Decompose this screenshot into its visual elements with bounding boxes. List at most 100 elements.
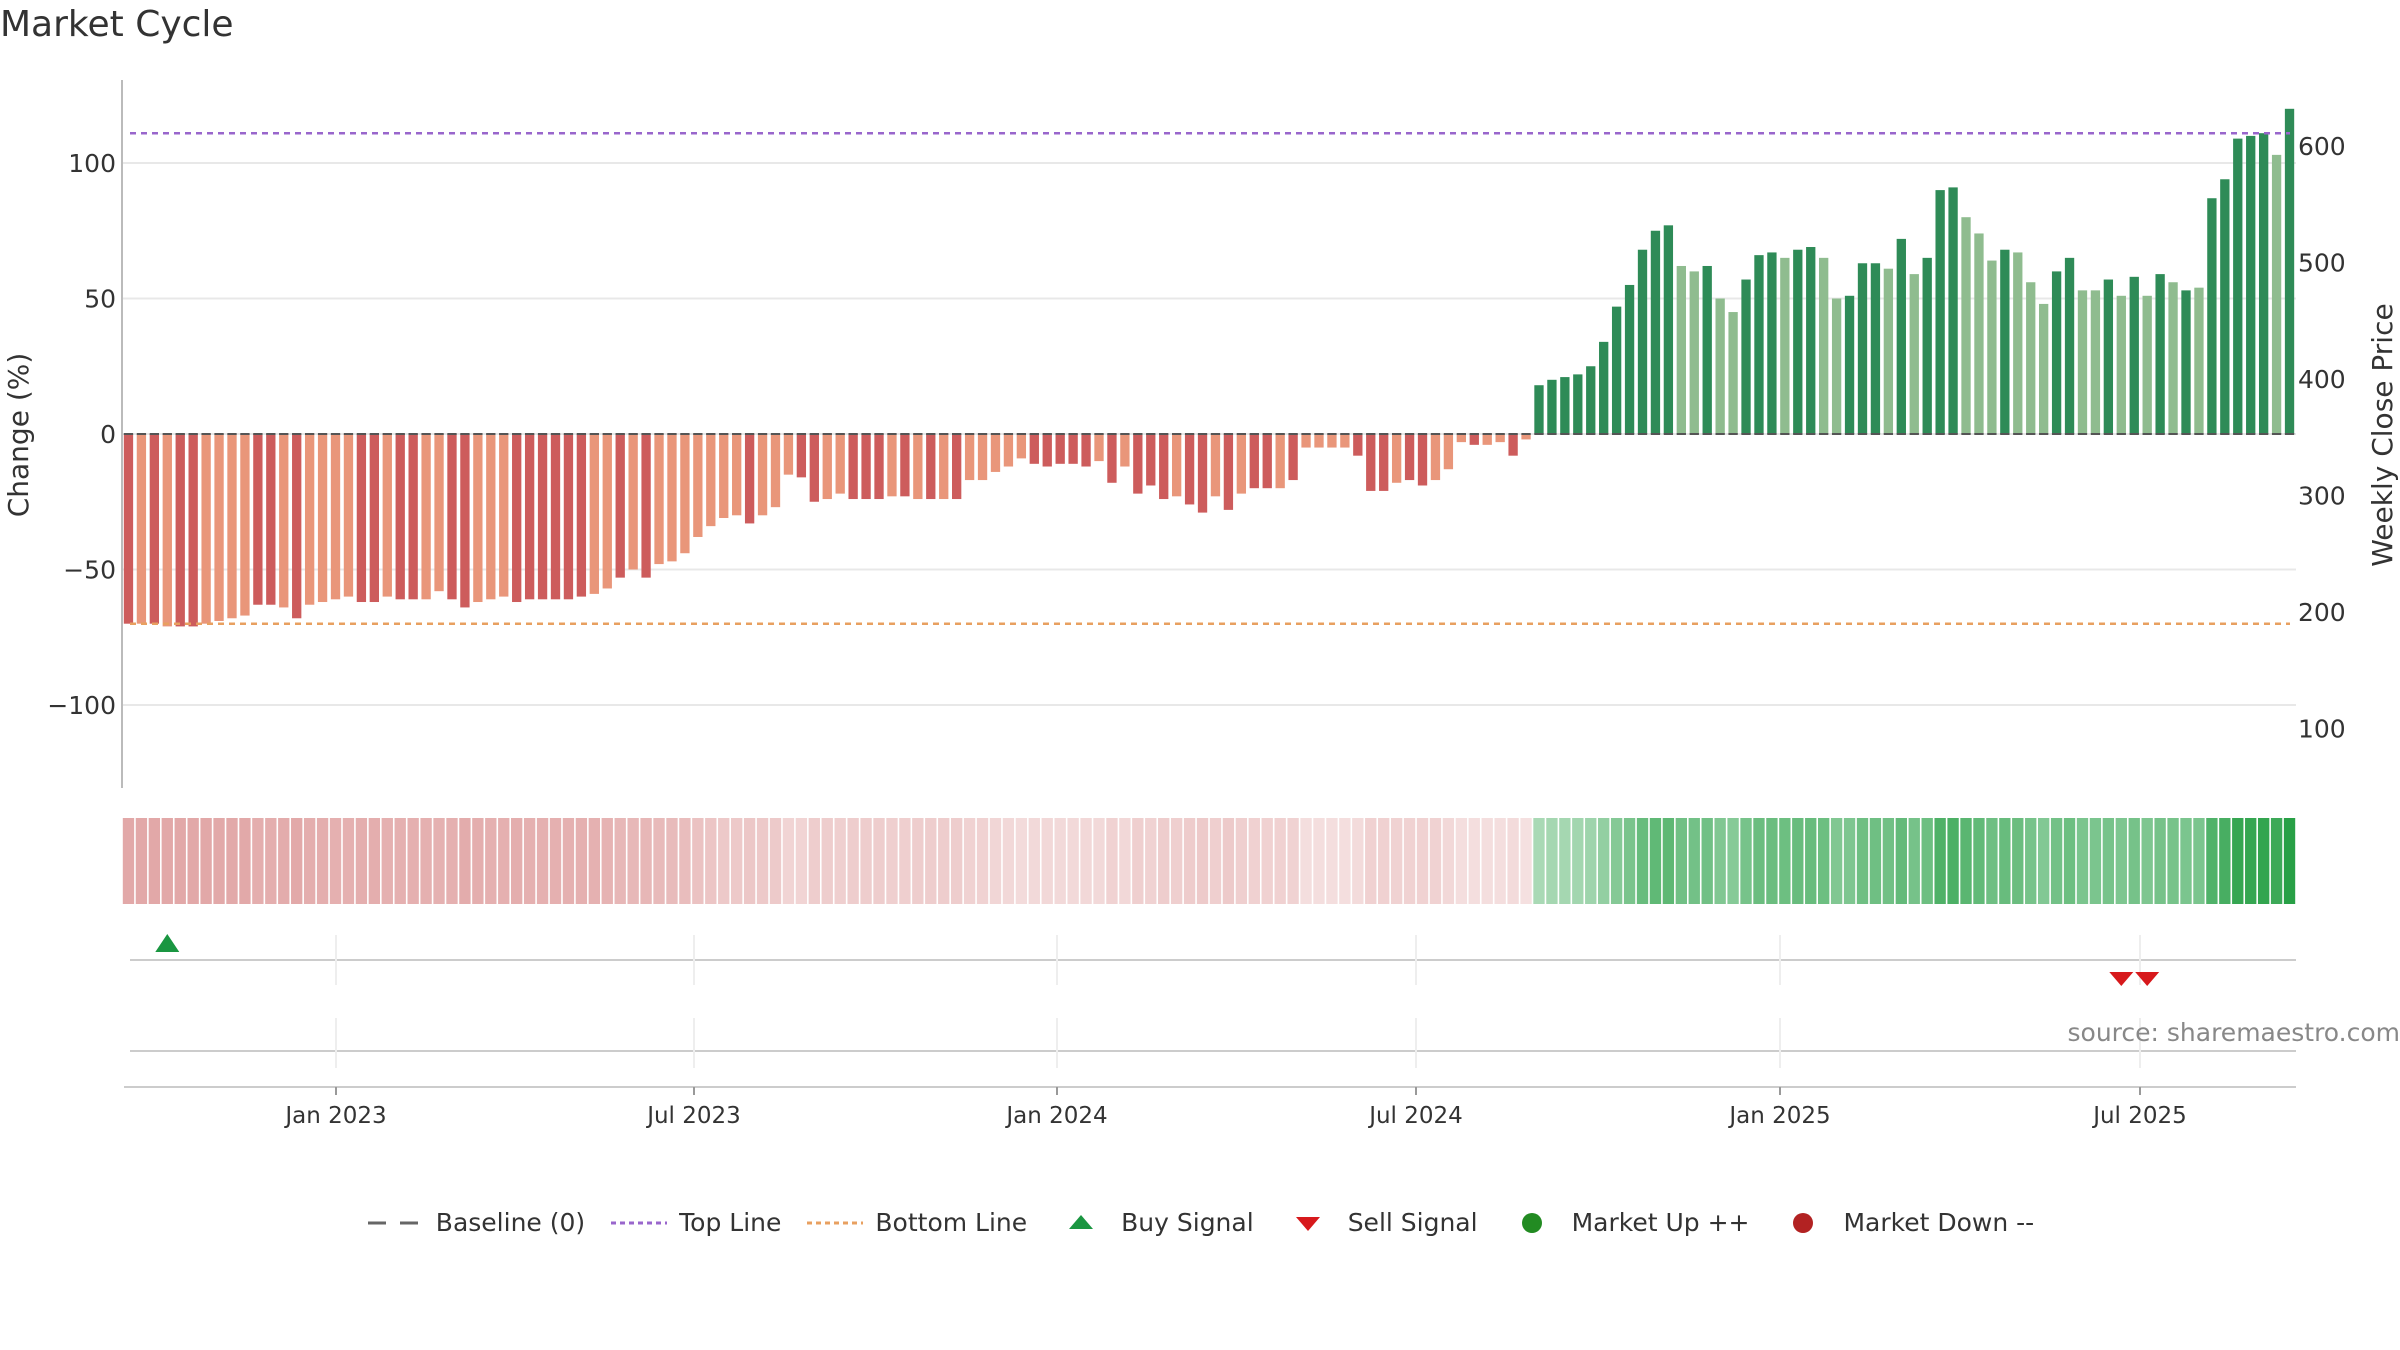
heat-cell — [601, 818, 613, 904]
heat-cell — [1610, 818, 1623, 904]
heat-cell — [1287, 818, 1299, 904]
legend-label: Market Down -- — [1843, 1208, 2035, 1237]
heat-cell — [1378, 818, 1390, 904]
heat-cell — [808, 818, 820, 904]
heat-strip — [122, 818, 2296, 904]
bar — [1663, 225, 1674, 434]
bar — [939, 434, 949, 500]
heat-cell — [1856, 818, 1869, 904]
bar — [2233, 138, 2243, 435]
heat-cell — [1209, 818, 1222, 904]
heat-cell — [769, 818, 782, 904]
heat-cell — [1727, 818, 1739, 904]
bar — [1042, 434, 1052, 467]
bar — [744, 434, 755, 524]
bar — [188, 434, 198, 627]
bar — [628, 434, 638, 570]
bar — [757, 434, 768, 516]
bar — [330, 434, 341, 600]
bar — [1974, 233, 1984, 434]
heat-cell — [2167, 818, 2179, 904]
heat-cell — [1067, 818, 1079, 904]
heat-cell — [1675, 818, 1687, 904]
heat-cell — [485, 818, 497, 904]
bar — [1482, 434, 1492, 445]
heat-cell — [1882, 818, 1895, 904]
heat-cell — [795, 818, 808, 904]
heat-cell — [1805, 818, 1817, 904]
bar — [680, 434, 690, 554]
bar — [240, 434, 250, 616]
bar — [964, 434, 975, 481]
heat-cell — [705, 818, 717, 904]
heat-cell — [2089, 818, 2102, 904]
bar — [770, 434, 781, 508]
bar — [1443, 434, 1454, 470]
bar — [2271, 154, 2282, 434]
bar — [719, 434, 729, 519]
heat-cell — [1662, 818, 1675, 904]
bar — [1935, 190, 1945, 434]
bar — [1689, 271, 1699, 434]
heat-cell — [1326, 818, 1338, 904]
heat-cell — [1598, 818, 1610, 904]
bar — [537, 434, 548, 600]
heat-cell — [1999, 818, 2011, 904]
bar — [434, 434, 444, 592]
y-right-tick-label: 500 — [2298, 249, 2346, 278]
legend-label: Baseline (0) — [435, 1208, 586, 1237]
heat-cell — [588, 818, 600, 904]
heat-cell — [1429, 818, 1442, 904]
bar — [1055, 434, 1065, 464]
legend-label: Buy Signal — [1121, 1208, 1254, 1237]
bar — [589, 434, 599, 594]
bar — [1094, 434, 1104, 462]
bar — [136, 434, 147, 624]
bar — [1003, 434, 1014, 467]
heat-cell — [1080, 818, 1092, 904]
heat-cell — [640, 818, 652, 904]
heat-cell — [1196, 818, 1209, 904]
heat-cell — [278, 818, 290, 904]
heat-cell — [860, 818, 872, 904]
bar — [1586, 366, 1596, 434]
bar — [1262, 434, 1272, 489]
y-axis-label: Change (%) — [2, 353, 35, 518]
chart-title: Market Cycle — [0, 4, 234, 45]
bar — [343, 434, 354, 597]
bar — [1534, 385, 1544, 434]
buy-signal-marker — [155, 934, 180, 952]
legend-label: Bottom Line — [875, 1208, 1028, 1237]
heat-cell — [1636, 818, 1649, 904]
heat-cell — [2115, 818, 2127, 904]
legend-item-sell: Sell Signal — [1278, 1208, 1478, 1237]
bar — [1327, 434, 1337, 448]
heat-cell — [161, 818, 173, 904]
heat-cell — [925, 818, 937, 904]
legend-label: Market Up ++ — [1571, 1208, 1750, 1237]
heat-cell — [433, 818, 445, 904]
heat-cell — [1339, 818, 1351, 904]
signal-panel — [130, 934, 2296, 1068]
bar — [977, 434, 988, 481]
heat-cell — [381, 818, 393, 904]
y-tick-label: 50 — [84, 285, 116, 314]
bar — [1340, 434, 1350, 448]
heat-cell — [213, 818, 225, 904]
bar — [2000, 249, 2010, 434]
bar — [1456, 434, 1466, 443]
heat-cell — [1300, 818, 1312, 904]
heat-cell — [1947, 818, 1959, 904]
legend-label: Top Line — [679, 1208, 782, 1237]
heat-cell — [239, 818, 251, 904]
y-right-tick-label: 400 — [2298, 365, 2346, 394]
grid-layer — [122, 162, 2296, 706]
bar — [304, 434, 315, 605]
bar — [1379, 434, 1389, 491]
heat-cell — [782, 818, 795, 904]
bar — [563, 434, 574, 600]
heat-cell — [1170, 818, 1183, 904]
heat-cell — [446, 818, 458, 904]
y-tick-label: 0 — [100, 420, 116, 449]
